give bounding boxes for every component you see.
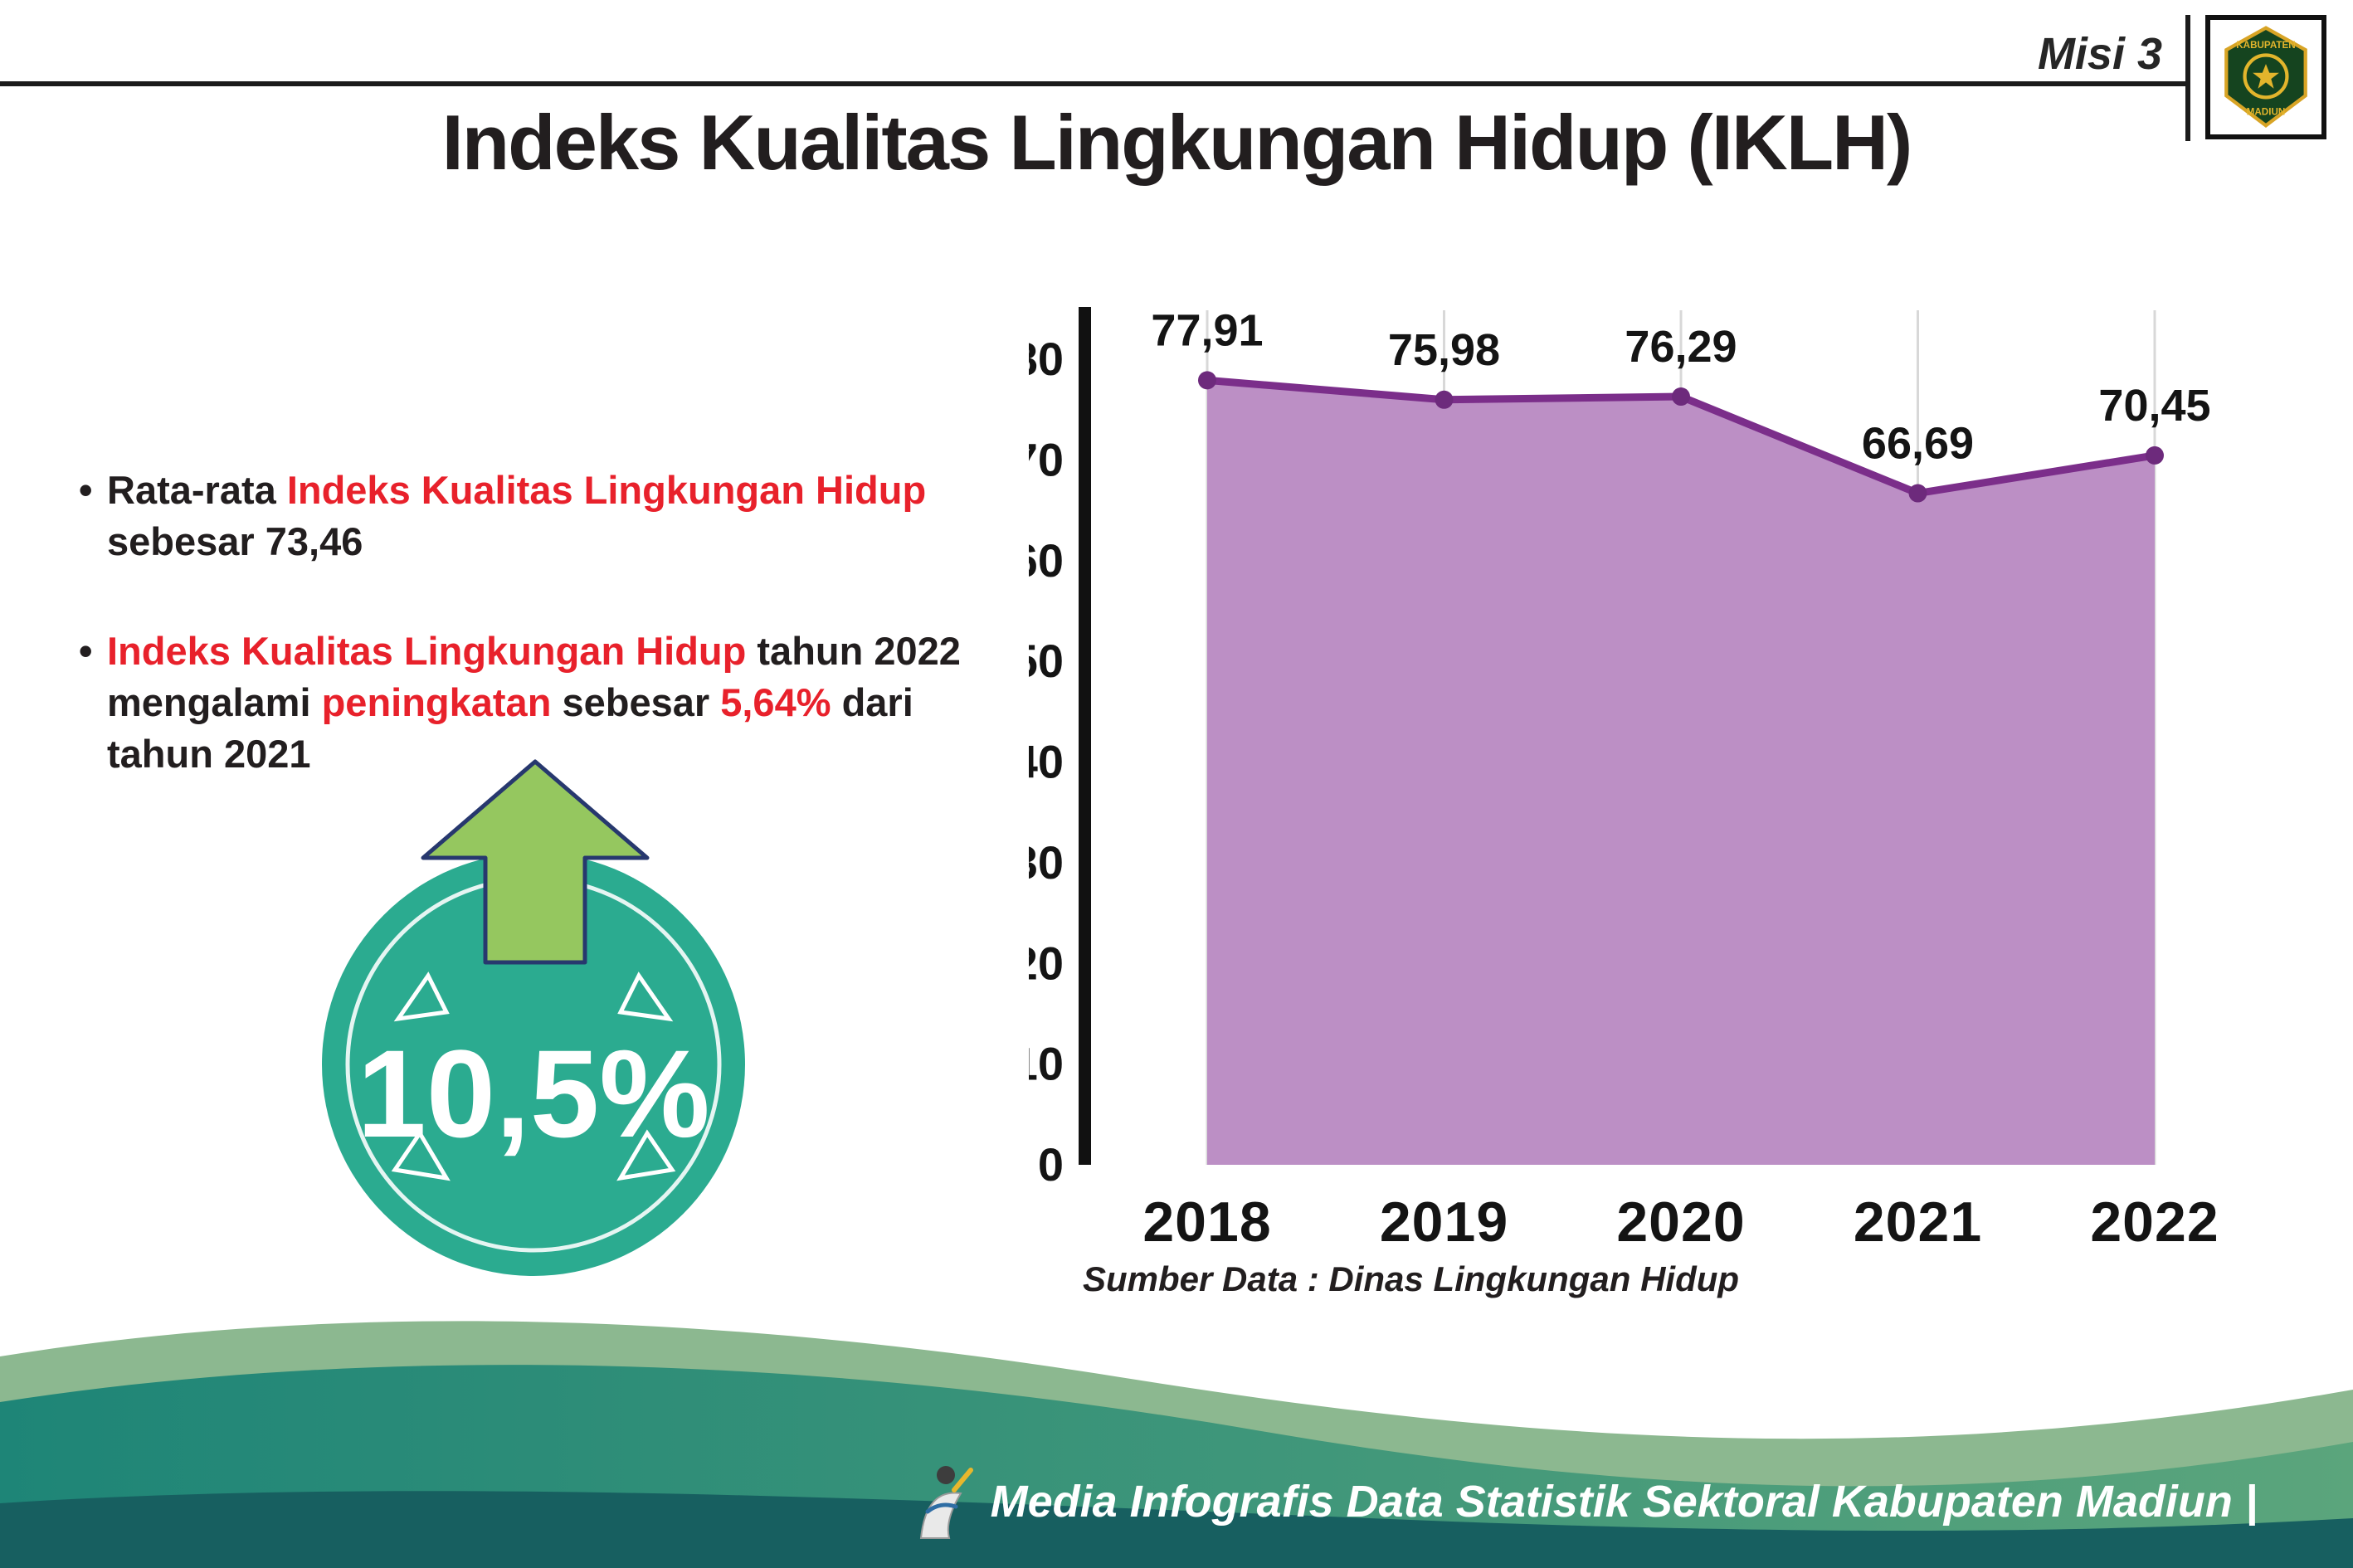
bullet-dot: • xyxy=(79,468,93,512)
bullet-text: Rata-rata Indeks Kualitas Lingkungan Hid… xyxy=(107,468,927,564)
data-point xyxy=(1435,390,1454,409)
value-label: 75,98 xyxy=(1388,325,1500,375)
iklh-chart: 77,91 75,98 76,29 66,69 70,45 0 10 20 30 40 50 60 70… xyxy=(1029,305,2219,1254)
increase-value: 10,5% xyxy=(357,1023,710,1163)
bullet-list: • Rata-rata Indeks Kualitas Lingkungan Hi… xyxy=(79,465,967,838)
data-point xyxy=(1672,387,1690,407)
data-point xyxy=(2146,446,2164,465)
y-tick-label: 0 xyxy=(1038,1138,1064,1191)
footer-credit: Media Infografis Data Statistik Sektoral… xyxy=(909,1462,2258,1541)
crest-text-top: KABUPATEN xyxy=(2236,40,2295,51)
y-tick-label: 30 xyxy=(1029,836,1064,889)
x-tick-label: 2019 xyxy=(1380,1191,1508,1254)
chart-source: Sumber Data : Dinas Lingkungan Hidup xyxy=(1083,1259,1740,1298)
data-point xyxy=(1908,484,1927,503)
bullet-item: • Indeks Kualitas Lingkungan Hidup tahun … xyxy=(79,626,967,780)
crest-icon: KABUPATEN MADIUN xyxy=(2224,26,2307,128)
kabupaten-madiun-logo: KABUPATEN MADIUN xyxy=(2205,15,2326,139)
crest-text-bottom: MADIUN xyxy=(2247,107,2286,118)
area-fill xyxy=(1207,380,2155,1165)
footer-caption: Media Infografis Data Statistik Sektoral… xyxy=(990,1476,2258,1527)
x-tick-label: 2021 xyxy=(1854,1191,1982,1254)
misi-label: Misi 3 xyxy=(2037,29,2162,79)
value-label: 70,45 xyxy=(2098,381,2210,431)
y-tick-label: 80 xyxy=(1029,333,1064,385)
top-divider-corner xyxy=(2185,15,2190,141)
y-axis xyxy=(1079,307,1091,1165)
y-tick-label: 40 xyxy=(1029,736,1064,788)
data-point xyxy=(1198,371,1216,390)
bullet-text: Indeks Kualitas Lingkungan Hidup tahun 2… xyxy=(107,629,961,777)
y-tick-label: 20 xyxy=(1029,937,1064,989)
x-tick-label: 2022 xyxy=(2090,1191,2219,1254)
value-label: 77,91 xyxy=(1151,305,1263,355)
increase-badge: 10,5% xyxy=(322,853,745,1276)
y-tick-label: 60 xyxy=(1029,534,1064,587)
x-tick-label: 2020 xyxy=(1616,1191,1745,1254)
bullet-item: • Rata-rata Indeks Kualitas Lingkungan Hi… xyxy=(79,465,967,567)
x-tick-label: 2018 xyxy=(1142,1191,1271,1254)
y-tick-label: 50 xyxy=(1029,635,1064,687)
bullet-dot: • xyxy=(79,629,93,674)
footer-wave xyxy=(0,1321,2353,1568)
y-tick-label: 10 xyxy=(1029,1038,1064,1090)
footer-mascot-icon xyxy=(919,1466,973,1539)
value-label: 66,69 xyxy=(1862,419,1974,469)
top-divider xyxy=(0,81,2188,86)
y-tick-label: 70 xyxy=(1029,433,1064,485)
up-arrow-icon xyxy=(421,759,650,965)
page-title: Indeks Kualitas Lingkungan Hidup (IKLH) xyxy=(441,99,1913,186)
value-label: 76,29 xyxy=(1625,322,1737,372)
